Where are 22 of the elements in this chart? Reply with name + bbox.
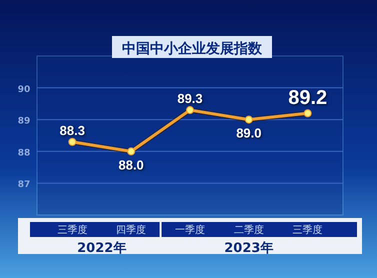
data-label: 89.0 [236,126,262,141]
text: 2022年 [77,241,126,256]
x-tick-label: 一季度 [175,224,205,236]
text: 2023年 [224,241,274,256]
x-tick-label: 三季度 [57,224,88,236]
point [127,147,136,156]
y-tick-label: 88 [18,148,30,158]
point [68,138,76,146]
y-tick-label: 87 [18,180,30,190]
x-tick-label: 三季度 [292,224,323,236]
point [186,106,194,114]
data-label: 89.2 [288,87,328,110]
point [304,109,312,118]
data-label: 88.3 [60,122,85,138]
x-tick-label: 四季度 [116,224,146,236]
y-tick-label: 89 [18,116,30,127]
data-label: 88.0 [118,157,144,172]
y-tick-label: 90 [18,84,30,95]
point [244,116,253,124]
chart-title: 中国中小企业发展指数 [122,41,263,57]
x-tick-label: 二季度 [234,224,264,236]
data-label: 89.3 [177,91,203,106]
